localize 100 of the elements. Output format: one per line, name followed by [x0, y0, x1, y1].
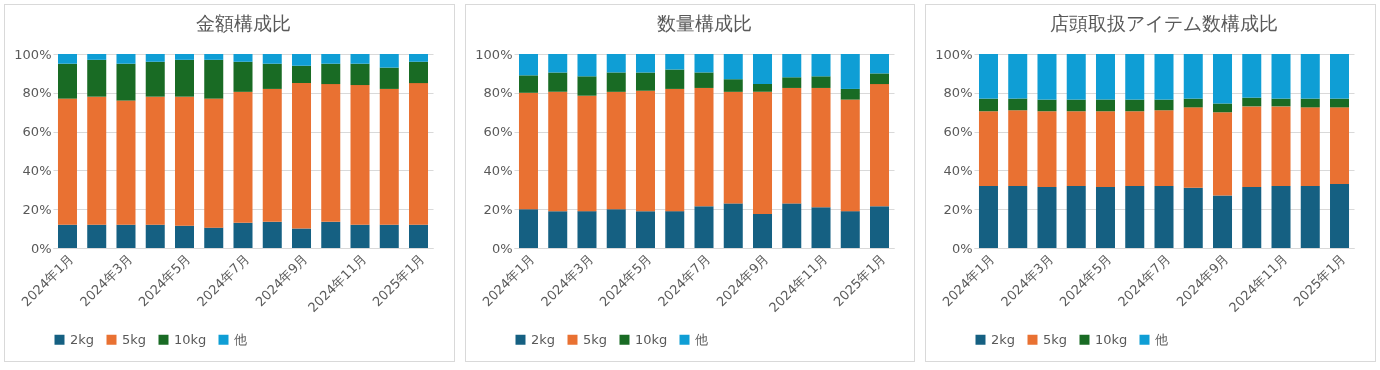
bar: [233, 222, 253, 248]
bar: [57, 98, 77, 225]
bar: [840, 211, 860, 248]
bar: [1096, 186, 1116, 248]
bar: [664, 211, 684, 248]
bar: [606, 91, 626, 210]
bar: [547, 72, 567, 92]
bar: [1096, 99, 1116, 112]
bar: [292, 228, 312, 248]
legend-label: 2kg: [991, 331, 1016, 347]
bar: [321, 63, 341, 85]
bar: [174, 96, 194, 226]
bar: [723, 203, 743, 248]
bar: [811, 54, 831, 77]
bar: [379, 54, 399, 68]
y-tick-label: 40%: [22, 162, 52, 178]
bar: [350, 63, 370, 86]
bar: [1242, 186, 1262, 248]
bar: [379, 224, 399, 248]
bar: [635, 72, 655, 91]
bar: [145, 61, 165, 97]
bar: [1154, 54, 1174, 100]
bar: [57, 63, 77, 99]
bar: [694, 206, 714, 248]
bar: [723, 54, 743, 80]
bar: [1154, 185, 1174, 248]
y-tick-label: 0%: [30, 240, 52, 256]
bar: [752, 84, 772, 92]
bar: [1184, 187, 1204, 248]
bar: [664, 88, 684, 212]
bar: [145, 54, 165, 62]
bar: [379, 67, 399, 89]
bar: [145, 224, 165, 248]
y-tick-label: 40%: [943, 162, 973, 178]
bar: [752, 214, 772, 248]
bar: [1067, 111, 1087, 186]
bar: [174, 225, 194, 248]
bar: [57, 54, 77, 64]
bar: [1271, 106, 1291, 186]
bar: [869, 73, 889, 85]
y-tick-label: 60%: [483, 124, 513, 140]
bar: [87, 224, 107, 248]
bar: [87, 59, 107, 97]
bar: [979, 98, 999, 112]
bar: [979, 54, 999, 99]
y-tick-label: 60%: [943, 124, 973, 140]
bar: [811, 76, 831, 88]
bar: [1213, 195, 1233, 248]
y-tick-label: 20%: [483, 201, 513, 217]
chart-title: 店頭取扱アイテム数構成比: [1050, 12, 1279, 34]
bar: [262, 54, 282, 64]
bar: [174, 59, 194, 97]
y-tick-label: 60%: [22, 124, 52, 140]
bar: [1184, 54, 1204, 99]
y-tick-label: 40%: [483, 162, 513, 178]
bar: [1008, 98, 1028, 111]
legend-label: 10kg: [634, 331, 667, 347]
bar: [811, 87, 831, 208]
y-tick-label: 100%: [935, 46, 973, 62]
bar: [606, 54, 626, 73]
bar: [292, 65, 312, 84]
bar: [1184, 107, 1204, 188]
bar: [1154, 99, 1174, 111]
bar: [781, 87, 801, 204]
bar: [869, 206, 889, 248]
bar: [204, 59, 224, 99]
bar: [233, 54, 253, 62]
bar: [1125, 185, 1145, 248]
bar: [292, 54, 312, 66]
bar: [1242, 106, 1262, 187]
bar: [116, 63, 136, 101]
y-tick-label: 0%: [491, 240, 513, 256]
bar: [1125, 54, 1145, 100]
bar: [1008, 110, 1028, 186]
bar: [694, 72, 714, 88]
bar: [869, 84, 889, 207]
y-tick-label: 20%: [22, 201, 52, 217]
chart-title: 数量構成比: [656, 12, 752, 34]
y-tick-label: 100%: [14, 46, 52, 62]
bar: [840, 54, 860, 89]
bar: [1330, 183, 1350, 248]
bar: [723, 79, 743, 92]
bar: [1301, 98, 1321, 108]
bar: [1213, 54, 1233, 104]
bar: [547, 211, 567, 248]
bar: [1037, 186, 1057, 248]
bar: [321, 221, 341, 248]
bar: [1301, 185, 1321, 248]
bar: [781, 54, 801, 78]
legend-label: 5kg: [1043, 331, 1068, 347]
bar: [547, 91, 567, 212]
bar: [869, 54, 889, 74]
legend-label: 5kg: [122, 331, 147, 347]
bar: [606, 72, 626, 92]
bar: [1067, 99, 1087, 112]
bar: [664, 69, 684, 89]
bar: [1271, 54, 1291, 99]
bar: [409, 54, 429, 62]
bar: [233, 91, 253, 223]
bar: [518, 209, 538, 248]
